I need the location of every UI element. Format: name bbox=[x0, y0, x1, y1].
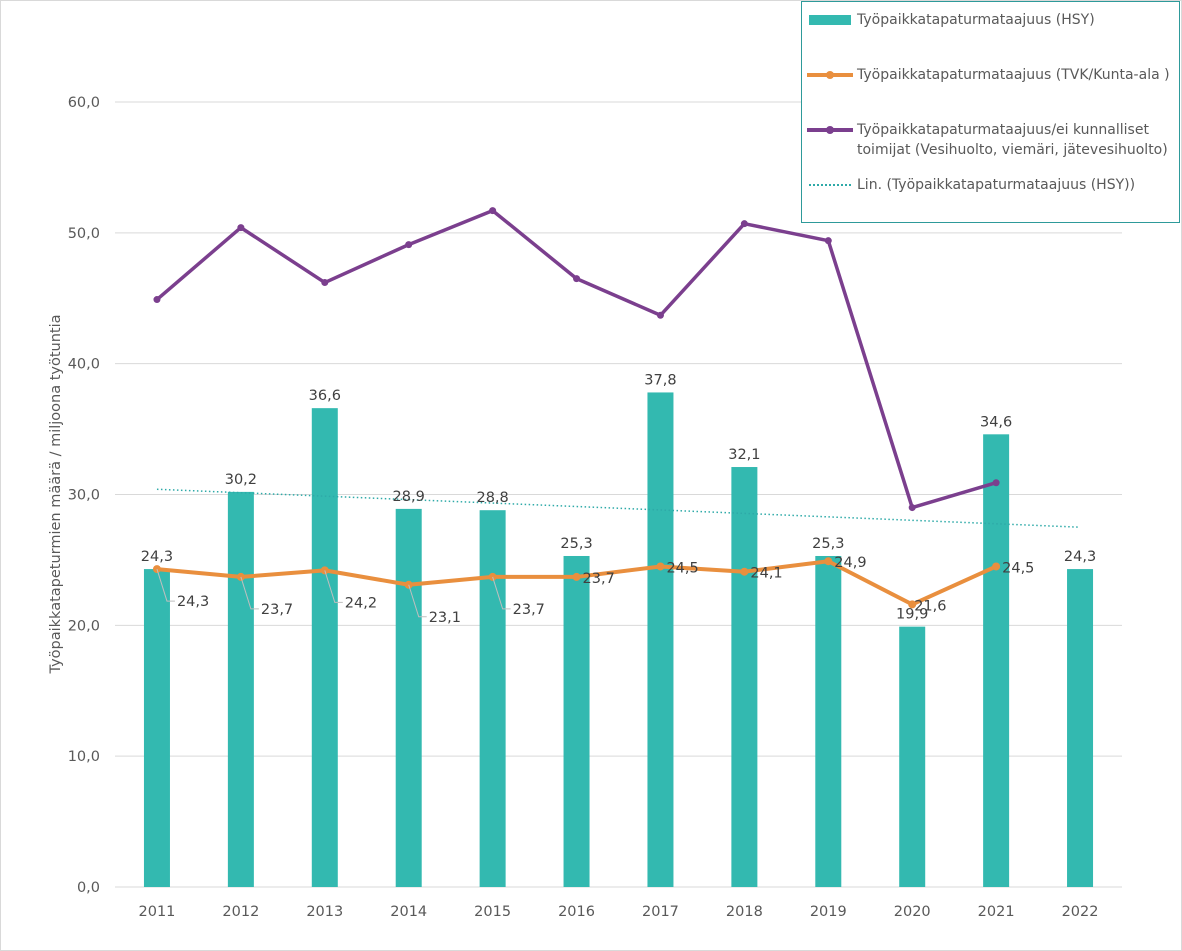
leader-line bbox=[408, 584, 427, 618]
bar-value-label: 34,6 bbox=[980, 414, 1012, 430]
purple-series-point bbox=[824, 237, 832, 245]
x-tick-label: 2016 bbox=[558, 904, 595, 920]
bar-value-label: 37,8 bbox=[644, 372, 676, 388]
bar-value-label: 36,6 bbox=[309, 388, 341, 404]
bar bbox=[1067, 569, 1094, 887]
legend-item-trendline[interactable]: Lin. (Työpaikkatapaturmataajuus (HSY)) bbox=[802, 175, 1175, 195]
y-tick-label: 10,0 bbox=[68, 749, 100, 765]
line-value-label: 24,5 bbox=[1002, 560, 1034, 576]
x-tick-label: 2013 bbox=[306, 904, 343, 920]
legend-item-tvk[interactable]: Työpaikkatapaturmataajuus (TVK/Kunta-ala… bbox=[802, 65, 1175, 85]
purple-series-line bbox=[155, 208, 997, 510]
bar bbox=[563, 555, 590, 887]
leader-line bbox=[156, 568, 175, 602]
leader-line bbox=[324, 570, 343, 603]
x-tick-label: 2019 bbox=[810, 904, 847, 920]
bar-value-label: 25,3 bbox=[560, 536, 592, 552]
orange-line-swatch-icon bbox=[807, 65, 853, 85]
bar-value-label: 32,1 bbox=[728, 447, 760, 463]
purple-series-point bbox=[237, 224, 245, 232]
line-value-label: 24,2 bbox=[345, 595, 377, 611]
bar bbox=[731, 467, 758, 887]
y-tick-label: 0,0 bbox=[77, 880, 100, 896]
bar bbox=[647, 392, 674, 887]
line-value-label: 23,7 bbox=[513, 602, 545, 618]
line-value-label: 23,1 bbox=[429, 610, 461, 626]
bar-value-label: 19,9 bbox=[896, 607, 928, 623]
orange-series-point bbox=[824, 557, 833, 566]
purple-line-swatch-icon bbox=[807, 120, 853, 140]
line-value-label: 24,1 bbox=[750, 566, 782, 582]
bar-value-label: 24,3 bbox=[1064, 549, 1096, 565]
purple-series-point bbox=[573, 275, 581, 283]
bar-value-label: 24,3 bbox=[141, 549, 173, 565]
orange-series-point bbox=[908, 600, 917, 609]
legend-label: Lin. (Työpaikkatapaturmataajuus (HSY)) bbox=[857, 177, 1136, 193]
line-value-label: 24,9 bbox=[834, 555, 866, 571]
purple-series-point bbox=[321, 279, 329, 287]
bar bbox=[227, 491, 254, 887]
x-tick-label: 2017 bbox=[642, 904, 679, 920]
bar bbox=[815, 555, 842, 887]
purple-series-point bbox=[489, 207, 497, 215]
leader-line bbox=[492, 576, 511, 610]
y-axis-ticks: 0,0 10,0 20,0 30,0 40,0 50,0 60,0 bbox=[68, 95, 100, 896]
legend-label: Työpaikkatapaturmataajuus (HSY) bbox=[857, 12, 1095, 28]
line-value-label: 21,6 bbox=[914, 598, 946, 614]
x-tick-label: 2015 bbox=[474, 904, 511, 920]
legend-item-hsy[interactable]: Työpaikkatapaturmataajuus (HSY) bbox=[802, 10, 1175, 30]
data-labels: 24,3 30,2 36,6 28,9 28,8 25,3 37,8 32,1 25,3 19,9… bbox=[141, 372, 1096, 625]
bar bbox=[143, 569, 170, 887]
bar bbox=[311, 408, 338, 887]
x-axis-ticks: 2011 2012 2013 2014 2015 2016 2017 2018 2019 2020… bbox=[139, 904, 1099, 920]
bar bbox=[395, 508, 422, 887]
y-tick-label: 40,0 bbox=[68, 357, 100, 373]
bar-swatch-icon bbox=[807, 10, 853, 30]
purple-series-point bbox=[153, 296, 161, 304]
x-tick-label: 2021 bbox=[978, 904, 1015, 920]
legend-item-ei-kunnalliset[interactable]: Työpaikkatapaturmataajuus/ei kunnalliset… bbox=[802, 120, 1175, 160]
x-tick-label: 2014 bbox=[390, 904, 427, 920]
line-value-label: 23,7 bbox=[583, 571, 615, 587]
purple-series-point bbox=[656, 311, 664, 319]
y-tick-label: 50,0 bbox=[68, 226, 100, 242]
y-tick-label: 60,0 bbox=[68, 95, 100, 111]
line-value-label: 23,7 bbox=[261, 602, 293, 618]
y-tick-label: 30,0 bbox=[68, 488, 100, 504]
line-series-ei-kunnalliset bbox=[153, 207, 1000, 512]
y-axis-title: Työpaikkatapeturmien määrä / miljoona ty… bbox=[48, 314, 64, 674]
x-tick-label: 2011 bbox=[139, 904, 176, 920]
y-tick-label: 20,0 bbox=[68, 618, 100, 634]
bar-value-label: 25,3 bbox=[812, 536, 844, 552]
x-tick-label: 2012 bbox=[222, 904, 259, 920]
purple-series-point bbox=[740, 220, 748, 228]
line-value-label: 24,5 bbox=[666, 560, 698, 576]
legend-label: Työpaikkatapaturmataajuus (TVK/Kunta-ala… bbox=[857, 67, 1170, 83]
dotted-line-swatch-icon bbox=[807, 175, 853, 195]
line-value-label: 24,3 bbox=[177, 594, 209, 610]
bar-value-label: 28,9 bbox=[393, 489, 425, 505]
bar-series-hsy bbox=[143, 392, 1094, 887]
bar bbox=[983, 434, 1010, 887]
orange-series-point bbox=[572, 572, 581, 581]
purple-series-point bbox=[908, 504, 916, 512]
leader-line bbox=[240, 576, 259, 610]
x-tick-label: 2018 bbox=[726, 904, 763, 920]
bar-value-label: 30,2 bbox=[225, 472, 257, 488]
orange-series-point bbox=[740, 567, 749, 576]
x-tick-label: 2020 bbox=[894, 904, 931, 920]
purple-series-point bbox=[405, 241, 413, 249]
bar bbox=[479, 510, 506, 887]
orange-series-point bbox=[992, 562, 1001, 571]
legend: Työpaikkatapaturmataajuus (HSY) Työpaikk… bbox=[801, 1, 1180, 223]
legend-label: Työpaikkatapaturmataajuus/ei kunnalliset… bbox=[857, 122, 1168, 158]
x-tick-label: 2022 bbox=[1062, 904, 1099, 920]
orange-series-point bbox=[656, 562, 665, 571]
bar bbox=[899, 626, 926, 887]
bar-value-label: 28,8 bbox=[476, 490, 508, 506]
purple-series-point bbox=[992, 479, 1000, 487]
